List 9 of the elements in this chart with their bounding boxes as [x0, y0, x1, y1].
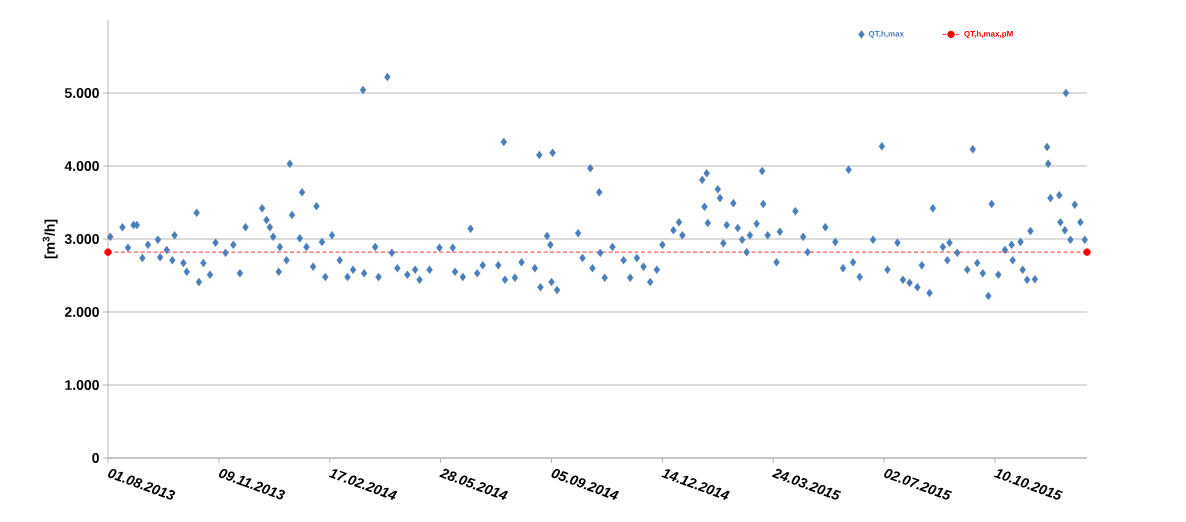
y-tick-label: 0 [92, 453, 99, 463]
y-tick-label: 4.000 [64, 161, 99, 171]
y-tick-label: 3.000 [64, 234, 99, 244]
legend-label: QT,h,max,pM [964, 30, 1013, 39]
y-axis-title: [m$^{3}$/h] [42, 219, 58, 259]
y-tick-label: 5.000 [64, 88, 99, 98]
y-tick-label: 2.000 [64, 307, 99, 317]
y-tick-label: 1.000 [65, 380, 99, 390]
legend-label: QT,h,max [868, 30, 904, 39]
